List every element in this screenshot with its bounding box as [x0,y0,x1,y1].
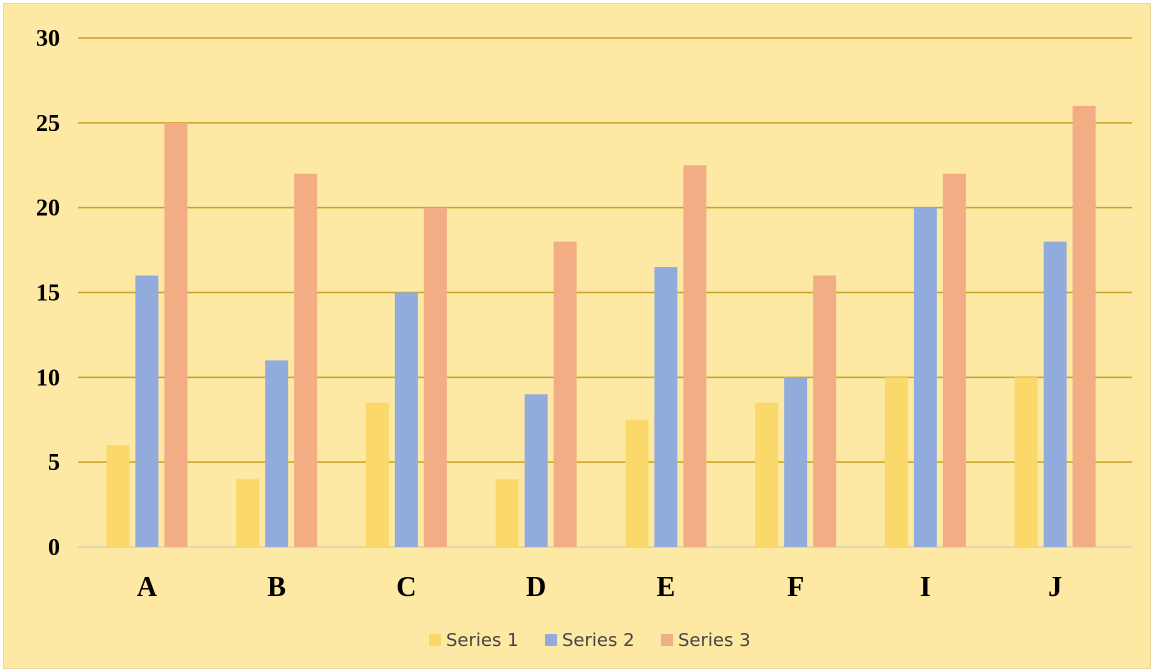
legend: Series 1 Series 2 Series 3 [429,630,751,651]
legend-swatch [429,634,441,646]
legend-label: Series 3 [678,630,751,651]
bar-series-3-j [1072,105,1096,547]
y-axis-ticks: 0 5 10 15 20 25 30 [36,26,60,561]
x-tick-label: F [787,572,804,603]
bar-series-1-f [755,402,779,547]
bar-series-2-c [394,292,418,547]
x-tick-label: A [137,572,158,603]
y-tick-label: 30 [36,26,60,52]
bar-series-3-d [553,241,577,547]
bar-series-2-f [784,377,808,547]
legend-swatch [545,634,557,646]
bar-series-2-i [913,207,937,547]
bar-series-2-d [524,394,548,547]
bar-series-1-b [236,479,260,547]
y-tick-label: 15 [36,281,60,307]
legend-label: Series 1 [446,630,519,651]
bar-series-2-e [654,267,678,547]
x-tick-label: J [1048,572,1062,603]
bar-series-3-c [423,207,447,547]
x-tick-label: E [657,572,676,603]
bar-series-2-j [1043,241,1067,547]
y-tick-label: 5 [48,450,60,476]
legend-label: Series 2 [562,630,635,651]
legend-swatch [661,634,673,646]
bar-series-3-i [942,173,966,547]
bar-series-3-a [164,122,188,547]
y-tick-label: 10 [36,365,60,391]
y-tick-label: 20 [36,196,60,222]
x-tick-label: I [920,572,931,603]
bar-series-1-j [1014,377,1038,547]
bar-series-2-b [265,360,289,547]
bar-series-3-f [813,275,837,547]
y-tick-label: 0 [48,535,60,561]
y-tick-label: 25 [36,111,60,137]
x-tick-label: D [526,572,546,603]
bar-series-1-d [495,479,519,547]
bar-series-2-a [135,275,159,547]
bar-series-1-i [884,377,908,547]
bar-series-1-c [365,402,389,547]
bar-series-1-e [625,419,649,547]
gridlines [78,37,1132,548]
bars [106,105,1096,547]
bar-series-3-e [683,165,707,547]
bar-series-3-b [294,173,318,547]
x-tick-label: C [396,572,416,603]
x-tick-label: B [267,572,286,603]
bar-series-1-a [106,445,130,547]
